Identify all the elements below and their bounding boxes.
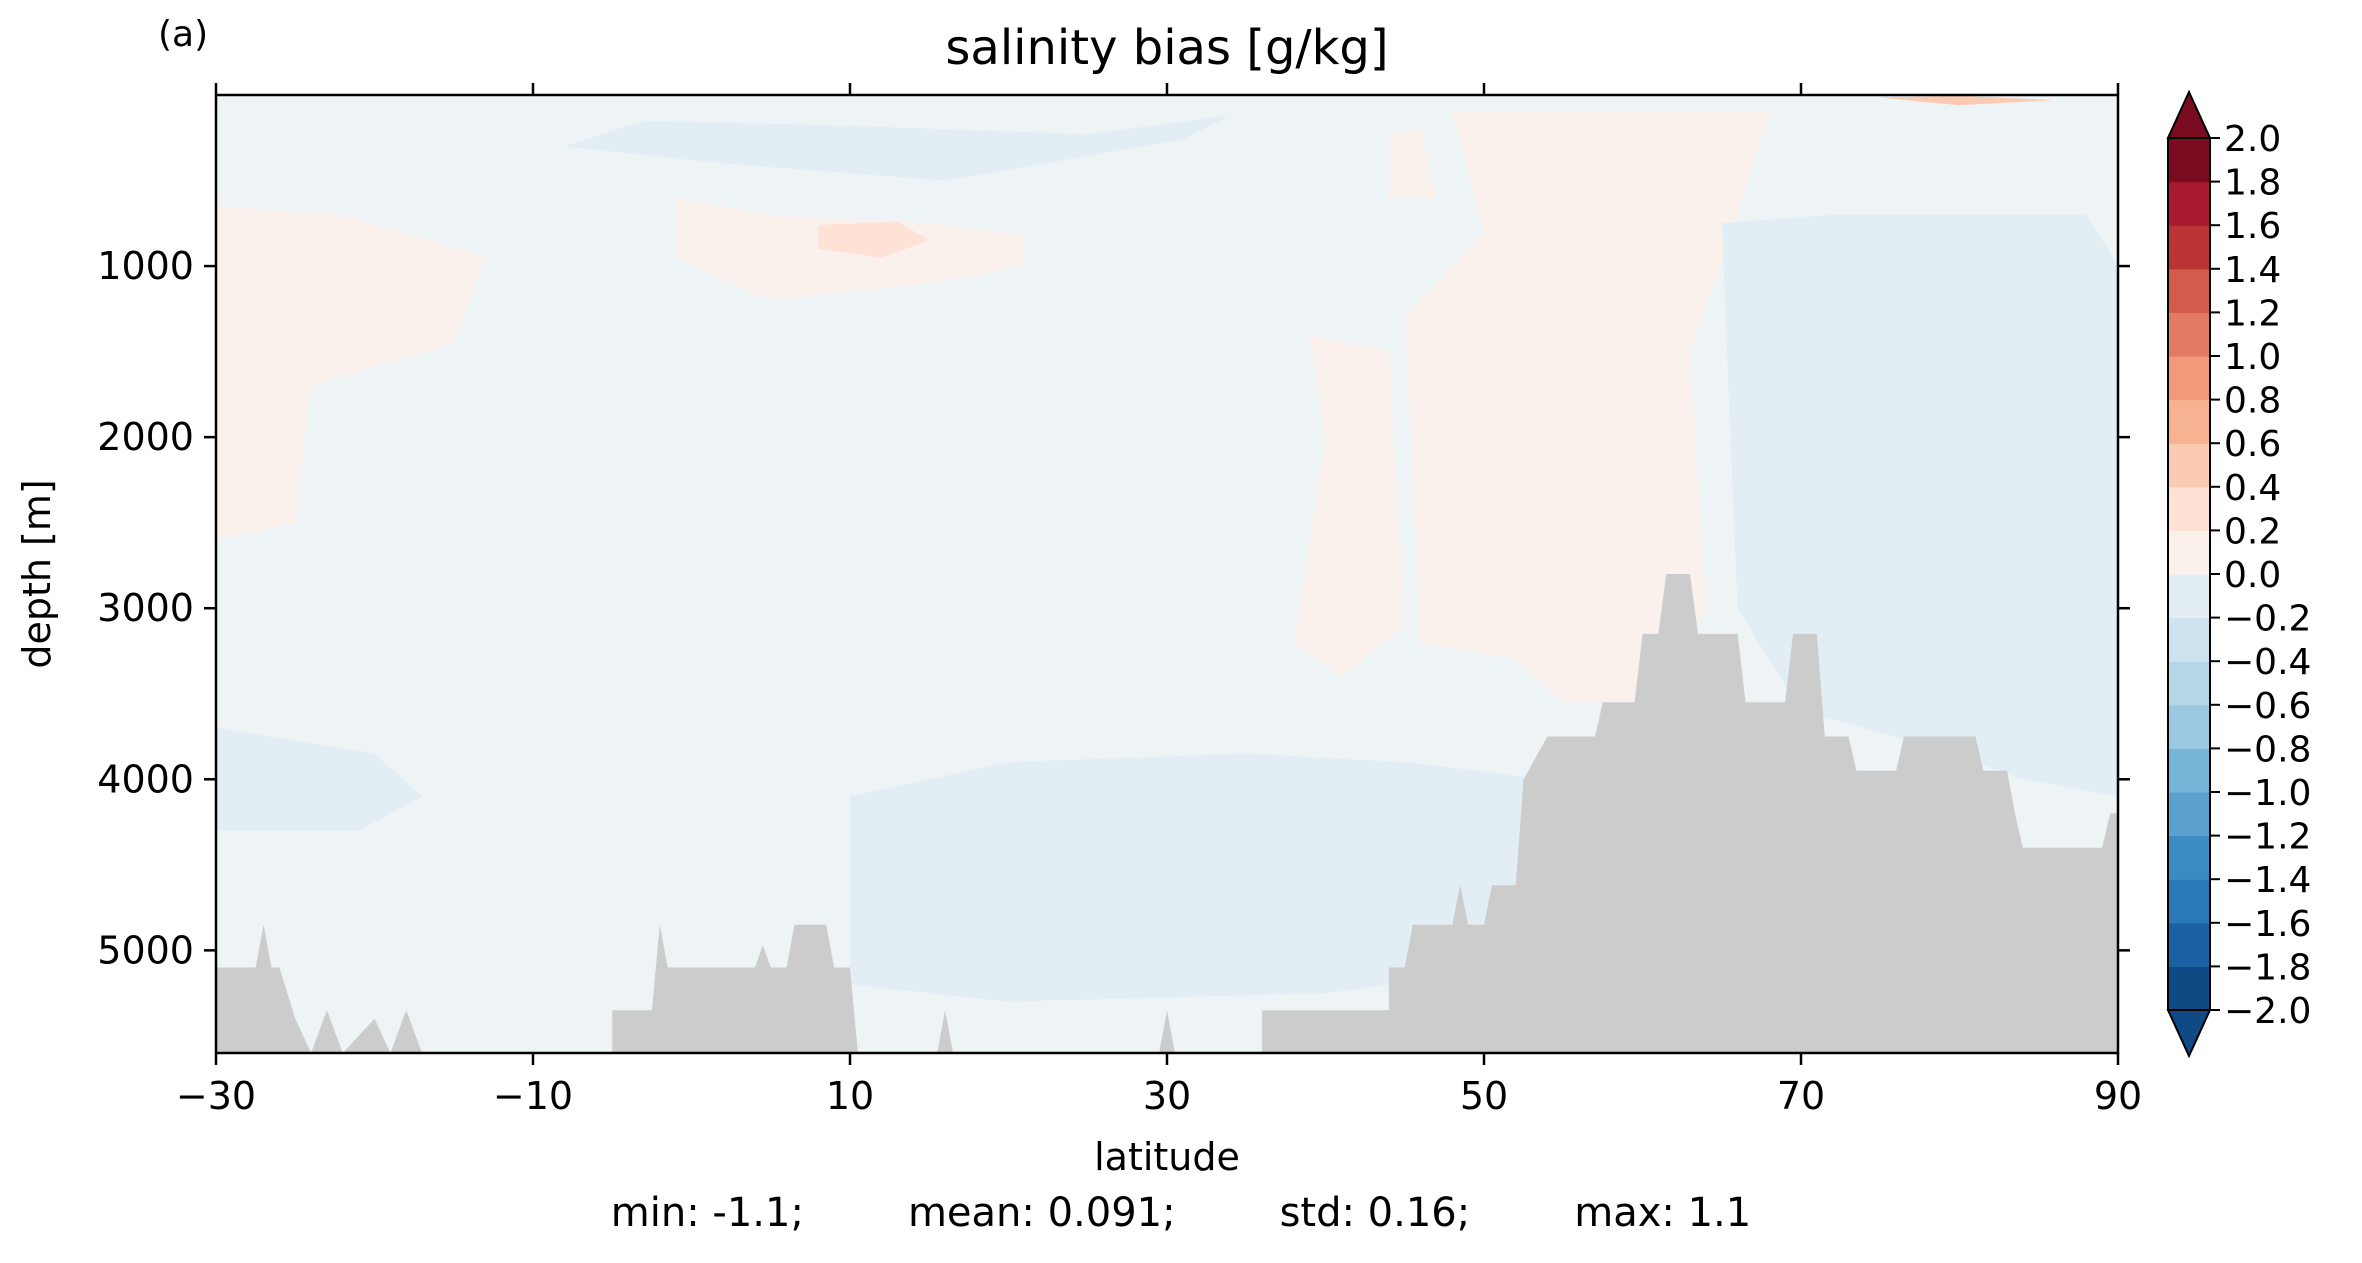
x-tick-label: 10 (826, 1074, 874, 1118)
colorbar-tick-label: −1.8 (2224, 947, 2311, 988)
bias-region (564, 115, 1231, 181)
x-axis-label: latitude (1094, 1135, 1240, 1179)
colorbar-tick-label: −1.4 (2224, 860, 2311, 901)
colorbar-band (2168, 225, 2210, 270)
colorbar-band (2168, 486, 2210, 531)
stat-min: min: -1.1; (610, 1190, 804, 1236)
y-tick-label: 2000 (97, 415, 194, 459)
colorbar-band (2168, 181, 2210, 226)
colorbar-tick-label: 1.8 (2224, 163, 2281, 204)
colorbar-tick-label: −0.6 (2224, 686, 2311, 727)
bias-region (1880, 95, 2055, 106)
colorbar-tick-label: 0.0 (2224, 555, 2281, 596)
stats-line: min: -1.1; mean: 0.091; std: 0.16; max: 1.1 (0, 1190, 2362, 1236)
colorbar-band (2168, 138, 2210, 183)
colorbar-tick-label: 1.0 (2224, 337, 2281, 378)
bias-region (818, 221, 930, 258)
colorbar-tick-label: 1.6 (2224, 206, 2281, 247)
bias-region (1404, 112, 1770, 703)
x-tick-label: 70 (1777, 1074, 1825, 1118)
y-tick-label: 1000 (97, 244, 194, 288)
colorbar-tick-label: 1.2 (2224, 293, 2281, 334)
chart-title: salinity bias [g/kg] (945, 20, 1388, 76)
colorbar-tick-label: −2.0 (2224, 991, 2311, 1032)
plot-area (216, 95, 2118, 1053)
colorbar-band (2168, 443, 2210, 488)
x-tick-label: −10 (493, 1074, 573, 1118)
colorbar-band (2168, 356, 2210, 401)
colorbar-tick-label: −0.2 (2224, 599, 2311, 640)
y-axis-label: depth [m] (15, 479, 59, 668)
colorbar-band (2168, 574, 2210, 619)
bias-region (1293, 334, 1405, 677)
colorbar-band (2168, 835, 2210, 880)
colorbar-tick-label: 0.2 (2224, 511, 2281, 552)
bias-region (1388, 129, 1437, 198)
colorbar-tick-label: 0.4 (2224, 468, 2281, 509)
colorbar-band (2168, 792, 2210, 837)
stat-std: std: 0.16; (1279, 1190, 1471, 1236)
stat-max: max: 1.1 (1574, 1190, 1752, 1236)
colorbar-band (2168, 704, 2210, 749)
bathymetry-layer (216, 574, 2118, 1053)
colorbar-tick-label: 1.4 (2224, 250, 2281, 291)
bias-region (1721, 214, 2118, 797)
colorbar: −2.0−1.8−1.6−1.4−1.2−1.0−0.8−0.6−0.4−0.2… (2166, 89, 2311, 1059)
colorbar-tick-label: −0.4 (2224, 642, 2311, 683)
colorbar-tick-label: 0.6 (2224, 424, 2281, 465)
colorbar-band (2168, 922, 2210, 967)
colorbar-extend-max (2166, 89, 2212, 139)
x-tick-label: 90 (2094, 1074, 2142, 1118)
colorbar-tick-label: 2.0 (2224, 119, 2281, 160)
colorbar-band (2168, 530, 2210, 575)
y-tick-label: 4000 (97, 757, 194, 801)
colorbar-band (2168, 879, 2210, 924)
colorbar-band (2168, 966, 2210, 1011)
colorbar-band (2168, 661, 2210, 706)
colorbar-tick-label: −0.8 (2224, 729, 2311, 770)
seafloor-bathymetry (216, 574, 2118, 1053)
x-tick-label: 50 (1460, 1074, 1508, 1118)
x-tick-label: −30 (176, 1074, 256, 1118)
salinity-field (216, 95, 2118, 1053)
x-tick-label: 30 (1143, 1074, 1191, 1118)
colorbar-band (2168, 617, 2210, 662)
colorbar-extend-min (2166, 1009, 2212, 1059)
colorbar-band (2168, 748, 2210, 793)
colorbar-tick-label: −1.0 (2224, 773, 2311, 814)
y-tick-label: 5000 (97, 928, 194, 972)
colorbar-tick-label: 0.8 (2224, 381, 2281, 422)
bias-region (216, 728, 423, 831)
y-tick-label: 3000 (97, 586, 194, 630)
colorbar-band (2168, 399, 2210, 444)
x-axis: −30 −10 10 30 50 70 90 (176, 83, 2142, 1118)
panel-label: (a) (158, 14, 208, 55)
y-axis: 1000 2000 3000 4000 5000 (97, 244, 2130, 972)
colorbar-band (2168, 268, 2210, 313)
bias-region (216, 206, 486, 540)
colorbar-tick-label: −1.6 (2224, 904, 2311, 945)
stat-mean: mean: 0.091; (907, 1190, 1176, 1236)
colorbar-tick-label: −1.2 (2224, 817, 2311, 858)
colorbar-band (2168, 312, 2210, 357)
